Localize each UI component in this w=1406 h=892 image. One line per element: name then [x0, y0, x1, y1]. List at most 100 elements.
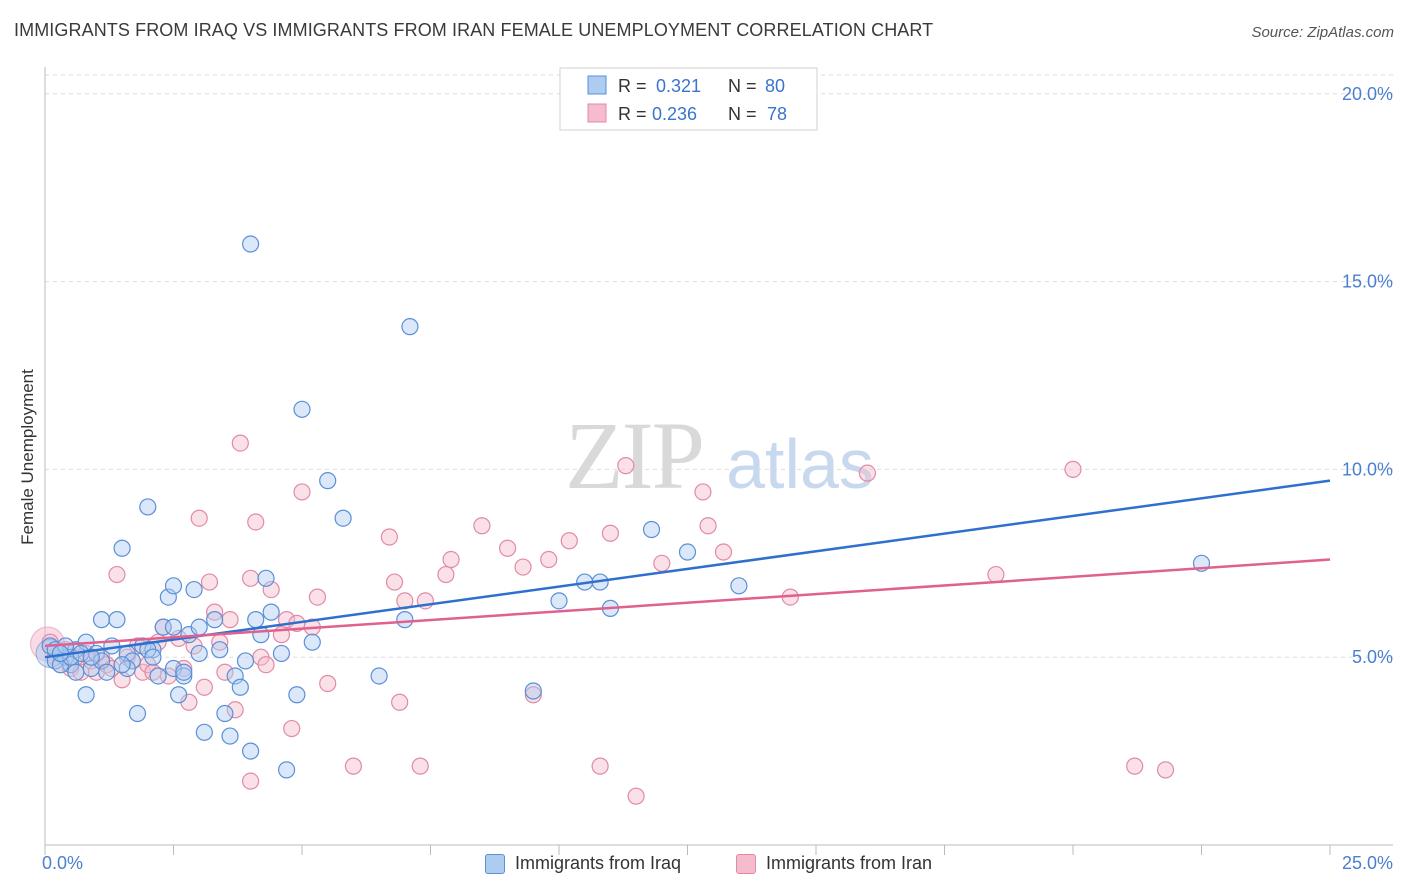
iran-point — [524, 686, 542, 704]
legend-swatch-iran — [587, 103, 607, 123]
iran-point — [987, 565, 1005, 584]
watermark-zip: ZIP — [565, 402, 703, 509]
iraq-point — [221, 727, 239, 745]
iran-point — [319, 674, 337, 693]
iran-point — [1156, 761, 1175, 779]
legend-r-value-iraq: 0.321 — [656, 76, 701, 96]
iraq-point — [247, 611, 265, 629]
iran-point — [257, 656, 275, 674]
iran-point — [617, 457, 635, 475]
axes — [44, 67, 1393, 855]
iran-point — [499, 539, 517, 557]
iraq-point — [190, 644, 208, 663]
iraq-point — [216, 704, 234, 723]
iraq-point — [401, 318, 419, 336]
legend-n-value-iran: 78 — [767, 104, 787, 124]
iraq-point — [524, 682, 542, 700]
bottom-legend-label-iraq: Immigrants from Iraq — [515, 853, 682, 873]
iraq-point — [303, 633, 321, 651]
iran-point — [560, 532, 578, 550]
iraq-point — [185, 580, 203, 599]
iraq-series — [35, 235, 1211, 779]
iran-point — [385, 573, 404, 591]
iran-point — [540, 550, 558, 569]
iran-point — [473, 517, 491, 535]
iran-trend-line — [44, 558, 1331, 648]
iraq-point — [77, 686, 95, 704]
iraq-point — [396, 611, 414, 629]
iran-point — [591, 757, 609, 775]
iraq-point — [277, 761, 296, 779]
iran-point — [221, 611, 239, 629]
iraq-point — [242, 742, 260, 760]
iraq-point — [159, 588, 177, 606]
legend-n-value-iraq: 80 — [765, 76, 785, 96]
iraq-trend-line — [44, 479, 1331, 659]
iran-point — [699, 517, 717, 535]
iraq-point — [82, 648, 100, 666]
iraq-point — [678, 543, 697, 561]
x-tick-label-max: 25.0% — [1342, 853, 1393, 873]
iran-point — [242, 772, 260, 790]
iraq-point — [226, 667, 244, 685]
iran-point — [216, 663, 234, 681]
x-tick-label-min: 0.0% — [42, 853, 83, 873]
iran-point — [247, 513, 265, 531]
legend-box: R = 0.321 N = 80 R = 0.236 N = 78 — [559, 67, 818, 131]
iraq-point — [288, 686, 306, 704]
bottom-legend: Immigrants from Iraq Immigrants from Ira… — [0, 850, 1406, 880]
bottom-legend-iraq: Immigrants from Iraq — [485, 853, 681, 874]
tick-labels: 5.0% 10.0% 15.0% 20.0% 0.0% 25.0% — [42, 84, 1393, 873]
y-tick-label: 5.0% — [1352, 647, 1393, 667]
iraq-point — [231, 678, 249, 696]
iran-point — [653, 554, 671, 572]
iran-point — [293, 483, 311, 501]
iraq-point — [175, 667, 193, 685]
iran-point — [437, 565, 455, 584]
iraq-point — [334, 509, 352, 527]
chart-title: IMMIGRANTS FROM IRAQ VS IMMIGRANTS FROM … — [14, 20, 934, 40]
iran-point — [1064, 460, 1082, 478]
iraq-point — [67, 663, 85, 681]
legend-swatch-iraq — [587, 75, 607, 95]
iraq-point — [190, 618, 208, 636]
iraq-point — [293, 400, 311, 418]
iran-point — [442, 550, 460, 569]
iraq-point — [113, 656, 131, 674]
iran-point — [242, 569, 260, 587]
iran-point — [411, 757, 429, 775]
legend-r-value-iran: 0.236 — [652, 104, 697, 124]
iraq-point — [550, 592, 568, 610]
iran-point — [262, 580, 280, 599]
iraq-point — [92, 652, 111, 670]
iran-point — [714, 543, 733, 561]
iran-point — [694, 483, 712, 501]
iraq-point — [149, 667, 167, 685]
iran-point — [344, 757, 362, 775]
iraq-point — [92, 611, 111, 629]
bottom-legend-iran: Immigrants from Iran — [736, 853, 932, 874]
iraq-point — [236, 652, 255, 670]
iraq-point — [113, 539, 131, 557]
iraq-point — [257, 569, 275, 587]
bottom-legend-label-iran: Immigrants from Iran — [766, 853, 933, 873]
watermark-atlas: atlas — [726, 425, 874, 503]
iraq-point — [211, 641, 229, 659]
iran-point — [200, 573, 219, 591]
iraq-point — [272, 644, 291, 663]
iran-point — [514, 558, 532, 576]
iraq-point — [98, 663, 116, 681]
iraq-point — [195, 723, 213, 741]
iran-point — [231, 434, 249, 452]
iran-point — [190, 509, 208, 527]
trend-lines — [44, 479, 1331, 659]
iraq-point — [164, 577, 183, 595]
legend-n-label-iran: N = — [728, 104, 757, 124]
iraq-point — [175, 663, 193, 681]
iran-point — [380, 528, 398, 546]
iran-point — [601, 524, 620, 542]
legend-r-label-iran: R = — [618, 104, 647, 124]
iraq-point — [262, 603, 280, 621]
iraq-point — [642, 520, 661, 539]
